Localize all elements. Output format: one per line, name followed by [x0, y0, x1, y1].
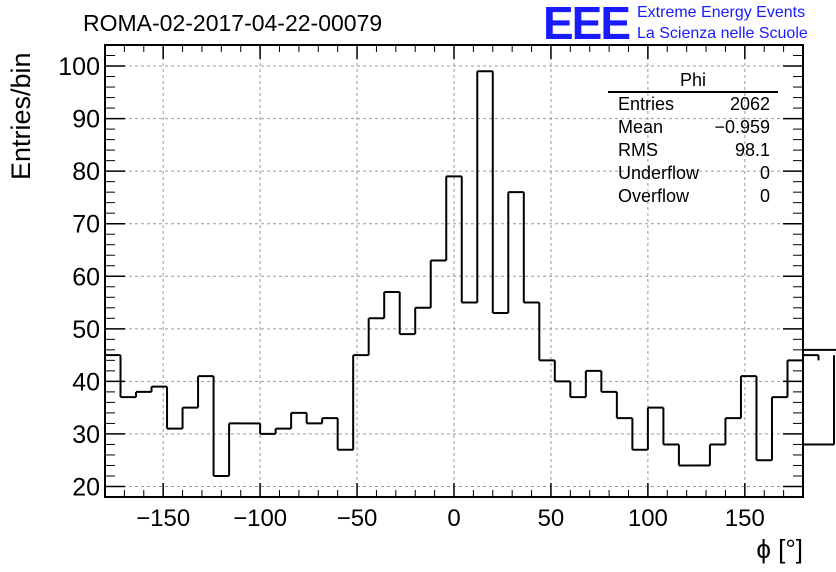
histogram-bin [553, 360, 571, 383]
x-tick-label: −100 [233, 505, 287, 532]
histogram-bin [166, 386, 183, 430]
histogram-bin [491, 71, 509, 315]
x-tick-label: 150 [725, 505, 765, 532]
y-tick-label: 90 [72, 106, 100, 134]
y-tick-label: 70 [72, 211, 100, 239]
histogram-bin [398, 292, 416, 336]
y-tick-label: 80 [72, 158, 100, 186]
histogram-bin [212, 376, 230, 477]
stats-row-rms: RMS 98.1 [608, 139, 778, 162]
axis-ticks [105, 44, 803, 497]
histogram-bin [646, 406, 664, 450]
histogram-bars [105, 70, 836, 477]
histogram-bin [259, 423, 276, 435]
histogram-bin [150, 385, 168, 392]
stats-value: −0.959 [714, 117, 770, 137]
histogram-bin [631, 418, 648, 451]
run-title: ROMA-02-2017-04-22-00079 [83, 10, 383, 36]
histogram-bin [677, 444, 695, 467]
histogram-bin [445, 175, 462, 261]
stats-row-entries: Entries 2062 [608, 93, 778, 116]
stats-value: 2062 [729, 94, 770, 114]
histogram-bin [414, 306, 431, 335]
histogram-bin [600, 370, 617, 393]
histogram-bin [197, 375, 214, 408]
stats-label: Overflow [618, 186, 690, 206]
histogram-bin [739, 375, 757, 419]
histogram-bin [569, 381, 586, 399]
histogram-bin [803, 355, 836, 446]
y-axis-label: Entries/bin [6, 52, 36, 180]
y-tick-label: 60 [72, 263, 100, 291]
eee-logo: EEE [543, 0, 631, 49]
histogram-bin [119, 355, 137, 399]
histogram-bin [228, 422, 245, 476]
y-tick-label: 100 [58, 53, 100, 81]
stats-row-mean: Mean −0.959 [608, 116, 778, 139]
x-tick-label: 50 [538, 505, 565, 532]
x-tick-label: −50 [337, 505, 378, 532]
histogram-bin [336, 418, 354, 451]
stats-label: Entries [618, 94, 675, 114]
histogram-bin [135, 390, 152, 398]
histogram-bin [770, 396, 788, 461]
grid-lines [105, 45, 803, 497]
histogram-bin [507, 191, 524, 314]
histogram-bin [803, 348, 836, 351]
y-tick-label: 40 [72, 368, 100, 396]
histogram-bin [305, 412, 323, 425]
histogram-bin [367, 317, 385, 356]
histogram-bin [352, 354, 369, 450]
x-tick-label: −150 [136, 505, 190, 532]
stats-value: 0 [759, 186, 770, 206]
org-name-line2: La Scienza nelle Scuole [637, 25, 808, 42]
histogram-bin [181, 406, 199, 429]
org-name-line1: Extreme Energy Events [637, 4, 806, 21]
stats-title: Phi [608, 70, 778, 93]
stats-row-underflow: Underflow 0 [608, 162, 778, 185]
histogram-bin [476, 70, 493, 303]
histogram-bin [708, 443, 726, 466]
histogram-bin [724, 417, 741, 445]
histogram-bin [383, 291, 400, 319]
y-tick-label: 50 [72, 316, 100, 344]
histogram-bin [429, 259, 447, 308]
x-tick-label: 0 [447, 505, 460, 532]
histogram-bin [538, 302, 555, 362]
histogram-bin [460, 176, 478, 304]
stats-label: Mean [618, 117, 664, 137]
histogram-bin [321, 417, 338, 424]
y-tick-label: 20 [72, 473, 100, 501]
histogram-bin [615, 391, 633, 420]
tick-labels: −150 −100 −50 0 50 100 150 20 30 40 50 60 70 80 90 100 [58, 53, 765, 532]
histogram-bin [290, 411, 307, 429]
stats-label: RMS [618, 140, 658, 160]
x-tick-label: 100 [628, 505, 668, 532]
histogram-bin [803, 354, 820, 361]
y-tick-label: 30 [72, 421, 100, 449]
histogram-bin [662, 407, 679, 446]
histogram-bin [755, 376, 772, 462]
histogram-bin [274, 427, 292, 434]
x-axis-label: ϕ [°] [756, 534, 803, 564]
stats-label: Underflow [618, 163, 700, 183]
histogram-bin [522, 192, 540, 304]
histogram-bin [584, 369, 602, 398]
stats-value: 98.1 [734, 140, 770, 160]
stats-box: Phi Entries 2062 Mean −0.959 RMS 98.1 Un… [608, 70, 778, 208]
stats-value: 0 [759, 163, 770, 183]
stats-row-overflow: Overflow 0 [608, 185, 778, 208]
